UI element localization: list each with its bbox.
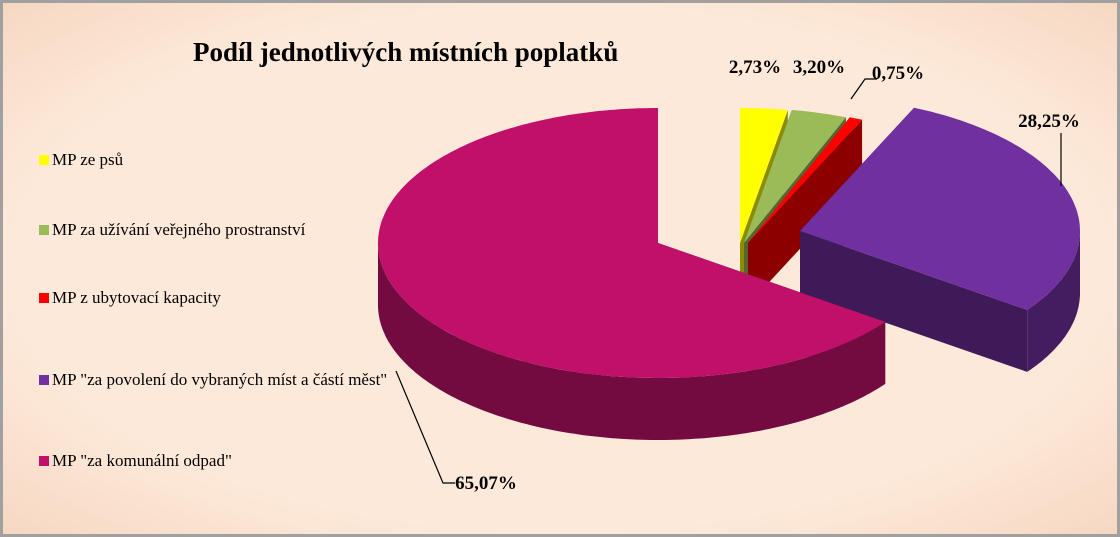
data-label: 65,07% <box>455 473 517 494</box>
data-label: 28,25% <box>1018 111 1080 132</box>
legend-label: MP "za komunální odpad" <box>52 451 232 470</box>
data-label: 0,75% <box>872 63 924 84</box>
legend-swatch <box>39 293 49 303</box>
slice <box>744 110 846 243</box>
legend-label: MP ze psů <box>52 150 124 169</box>
legend-item: MP "za komunální odpad" <box>39 449 399 472</box>
legend-item: MP ze psů <box>39 148 399 171</box>
legend-swatch <box>39 375 49 385</box>
legend-label: MP z ubytovací kapacity <box>52 288 221 307</box>
legend-item: MP "za povolení do vybraných míst a část… <box>39 368 399 391</box>
data-label: 3,20% <box>793 57 845 78</box>
slice-side <box>748 119 863 305</box>
legend-label: MP "za povolení do vybraných míst a část… <box>52 370 388 389</box>
legend-item: MP z ubytovací kapacity <box>39 286 399 309</box>
slice-wall <box>378 243 886 440</box>
legend-swatch <box>39 225 49 235</box>
slice <box>800 107 1080 310</box>
slice-wall <box>1027 231 1080 372</box>
legend-label: MP za užívání veřejného prostranství <box>52 220 306 239</box>
leader-line <box>395 370 455 484</box>
leader-line <box>850 78 877 100</box>
slice <box>748 117 863 243</box>
slice <box>378 108 886 378</box>
chart-title: Podíl jednotlivých místních poplatků <box>193 37 619 67</box>
legend-item: MP za užívání veřejného prostranství <box>39 218 399 241</box>
slice <box>740 108 788 243</box>
pie-area: 2,73% 3,20% 0,75% 28,25% 65,07% <box>378 57 1080 494</box>
legend-swatch <box>39 456 49 466</box>
legend-swatch <box>39 155 49 165</box>
slice-side <box>800 231 1028 372</box>
data-label: 2,73% <box>729 57 781 78</box>
